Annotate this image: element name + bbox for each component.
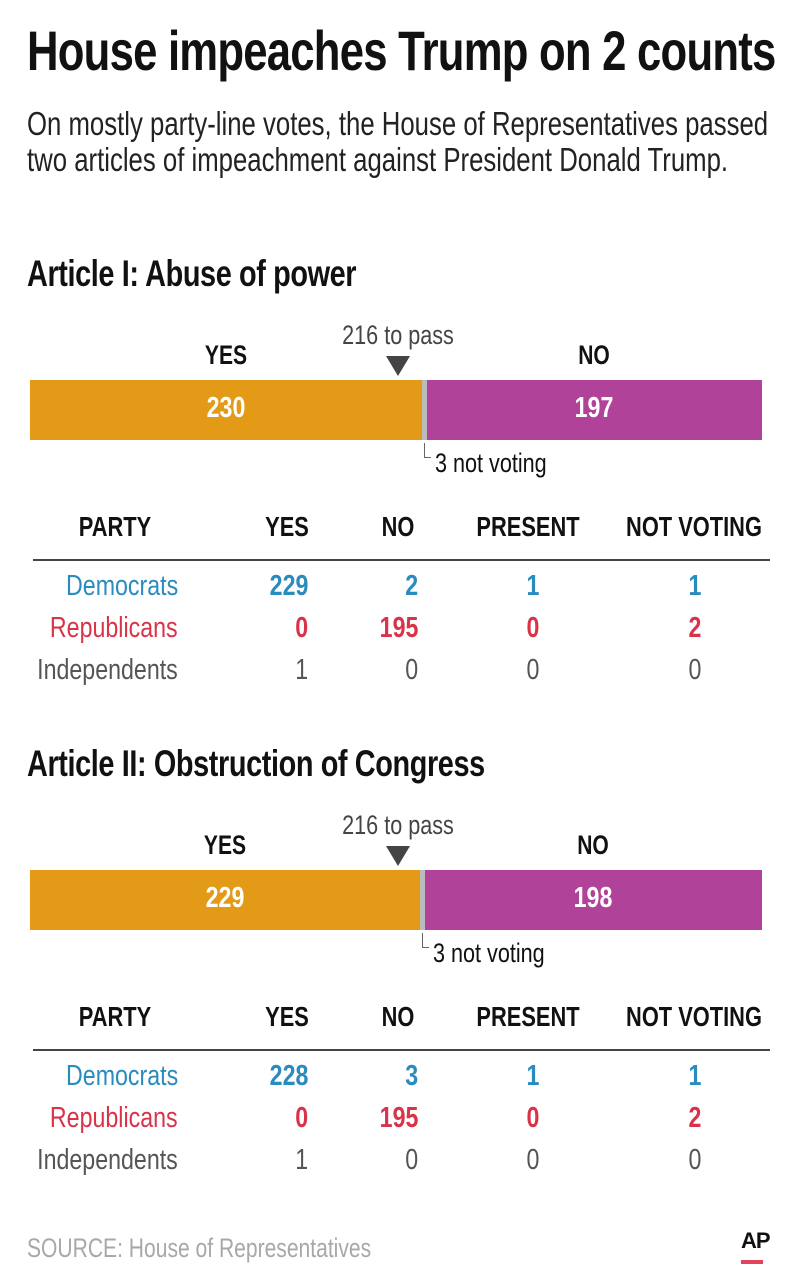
vote-count-present: 1: [526, 570, 540, 602]
yes-value: 229: [205, 882, 245, 914]
vote-count-present: 0: [526, 1102, 540, 1134]
yes-value: 230: [206, 392, 246, 424]
table-header-no: NO: [381, 1001, 415, 1032]
vote-count-not-voting: 0: [688, 1144, 702, 1176]
no-bar: [426, 380, 762, 440]
vote-count-present: 0: [526, 1144, 540, 1176]
ap-logo-underline: [741, 1260, 763, 1264]
vote-count-yes: 0: [295, 612, 308, 644]
not-voting-bar: [419, 870, 425, 930]
vote-count-no: 2: [405, 570, 418, 602]
vote-count-yes: 1: [295, 654, 308, 686]
vote-count-not-voting: 2: [688, 1102, 702, 1134]
party-name-democrats: Democrats: [65, 1060, 178, 1092]
table-header-yes: YES: [265, 1001, 309, 1032]
yes-bar: [30, 380, 422, 440]
vote-count-no: 3: [405, 1060, 418, 1092]
yes-label: YES: [203, 830, 246, 860]
threshold-marker: [385, 846, 410, 866]
no-value: 197: [574, 392, 614, 424]
vote-count-yes: 0: [295, 1102, 308, 1134]
ap-logo: AP: [741, 1228, 771, 1253]
table-header-party: PARTY: [78, 1001, 152, 1032]
no-label: NO: [577, 830, 610, 860]
not-voting-label: 3 not voting: [432, 938, 545, 968]
party-name-independents: Independents: [37, 1144, 178, 1176]
table-header-present: PRESENT: [476, 511, 580, 542]
no-label: NO: [578, 340, 611, 370]
page-title: House impeaches Trump on 2 counts: [27, 19, 776, 82]
vote-count-no: 195: [379, 612, 418, 644]
party-name-democrats: Democrats: [65, 570, 178, 602]
article-title: Article II: Obstruction of Congress: [27, 743, 485, 784]
not-voting-tick: [421, 933, 429, 948]
party-name-republicans: Republicans: [50, 612, 178, 644]
vote-count-yes: 1: [295, 1144, 308, 1176]
subtitle: On mostly party-line votes, the House of…: [27, 105, 769, 178]
vote-count-not-voting: 0: [688, 654, 702, 686]
party-name-republicans: Republicans: [50, 1102, 178, 1134]
table-divider: [33, 1049, 770, 1051]
article-title: Article I: Abuse of power: [27, 253, 357, 294]
vote-count-not-voting: 2: [688, 612, 702, 644]
no-value: 198: [574, 882, 613, 914]
threshold-label: 216 to pass: [341, 810, 454, 840]
table-header-not-voting: NOT VOTING: [626, 1001, 762, 1032]
vote-count-present: 0: [526, 612, 540, 644]
vote-count-present: 0: [526, 654, 540, 686]
vote-count-no: 0: [405, 1144, 418, 1176]
party-name-independents: Independents: [37, 654, 178, 686]
table-header-no: NO: [381, 511, 415, 542]
vote-count-no: 0: [405, 654, 418, 686]
vote-count-not-voting: 1: [688, 1060, 702, 1092]
source-note: SOURCE: House of Representatives: [27, 1233, 372, 1263]
vote-count-not-voting: 1: [688, 570, 702, 602]
threshold-label: 216 to pass: [341, 320, 454, 350]
not-voting-tick: [423, 443, 431, 458]
table-header-not-voting: NOT VOTING: [626, 511, 762, 542]
no-bar: [424, 870, 762, 930]
not-voting-bar: [421, 380, 427, 440]
yes-label: YES: [204, 340, 247, 370]
table-divider: [33, 559, 770, 561]
vote-count-yes: 229: [269, 570, 308, 602]
vote-count-yes: 228: [269, 1060, 308, 1092]
yes-bar: [30, 870, 420, 930]
table-header-party: PARTY: [78, 511, 152, 542]
table-header-yes: YES: [265, 511, 309, 542]
not-voting-label: 3 not voting: [434, 448, 547, 478]
vote-count-no: 195: [379, 1102, 418, 1134]
table-header-present: PRESENT: [476, 1001, 580, 1032]
vote-count-present: 1: [526, 1060, 540, 1092]
threshold-marker: [385, 356, 410, 376]
